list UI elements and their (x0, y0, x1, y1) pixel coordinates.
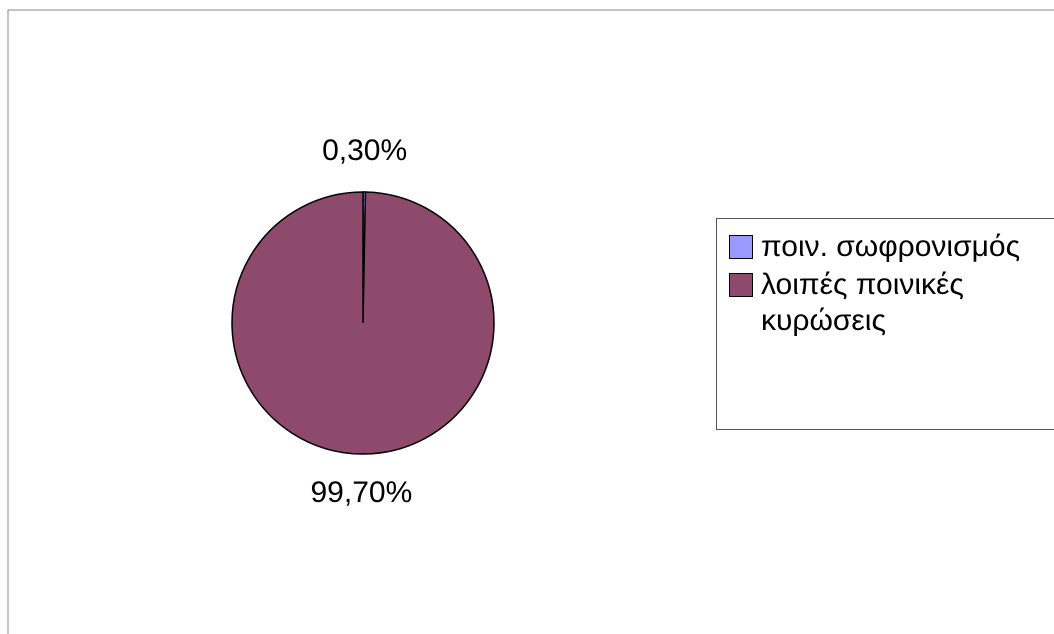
legend-item: ποιν. σωφρονισμός (729, 229, 1054, 265)
legend-swatch (729, 235, 753, 259)
legend-label: ποιν. σωφρονισμός (761, 230, 1021, 263)
legend-label: λοιπές ποινικές κυρώσεις (761, 268, 964, 337)
legend-swatch (729, 273, 753, 297)
data-label: 0,30% (322, 134, 407, 167)
data-label: 99,70% (311, 476, 413, 509)
legend-item: λοιπές ποινικές κυρώσεις (729, 267, 1054, 339)
legend: ποιν. σωφρονισμός λοιπές ποινικές κυρώσει… (716, 218, 1054, 430)
pie-slice (231, 191, 495, 455)
